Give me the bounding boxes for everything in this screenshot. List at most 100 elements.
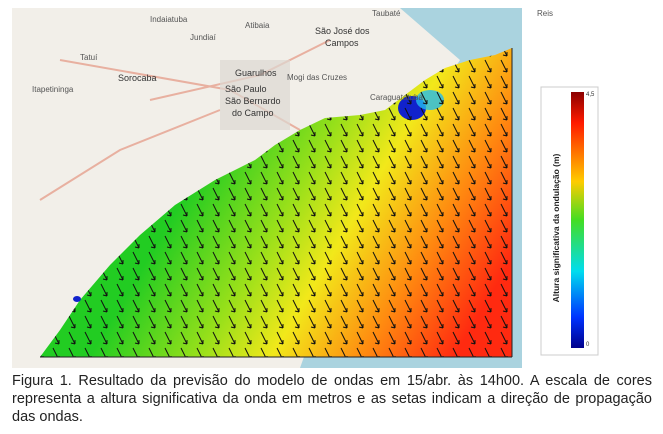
arrow — [212, 331, 220, 345]
arrow — [116, 299, 124, 313]
arrow — [292, 283, 300, 297]
arrow — [468, 139, 476, 153]
arrow — [404, 107, 412, 121]
arrow — [500, 235, 508, 249]
arrow — [292, 267, 300, 281]
arrow — [436, 187, 444, 201]
arrow — [180, 219, 188, 233]
arrow — [436, 75, 444, 89]
arrow — [340, 219, 348, 233]
arrow — [484, 331, 492, 345]
place-label: São José dos — [315, 26, 370, 36]
arrow — [436, 331, 444, 345]
arrow — [356, 139, 364, 153]
arrow — [84, 299, 92, 313]
arrow — [500, 155, 508, 169]
arrow — [468, 187, 476, 201]
arrow — [388, 203, 396, 217]
arrow — [148, 235, 156, 249]
arrow — [196, 267, 204, 281]
arrow — [452, 187, 460, 201]
arrow — [420, 219, 428, 233]
arrow — [308, 251, 316, 265]
arrow — [372, 267, 380, 281]
arrow — [420, 299, 428, 313]
arrow — [452, 203, 460, 217]
arrow — [500, 315, 508, 329]
arrow — [452, 171, 460, 185]
arrow — [404, 235, 412, 249]
map: Indaiatuba Jundiaí Atibaia Taubaté São J… — [12, 8, 599, 368]
arrow — [196, 251, 204, 265]
arrow — [244, 283, 252, 297]
arrow — [436, 315, 444, 329]
arrow — [148, 267, 156, 281]
arrow — [468, 299, 476, 313]
arrow — [356, 251, 364, 265]
arrow — [436, 267, 444, 281]
arrow — [452, 267, 460, 281]
arrow — [388, 331, 396, 345]
arrow — [228, 235, 236, 249]
arrow — [452, 283, 460, 297]
arrow — [436, 155, 444, 169]
arrow — [452, 235, 460, 249]
arrow — [84, 315, 92, 329]
arrow — [420, 251, 428, 265]
arrow — [420, 139, 428, 153]
arrow — [308, 331, 316, 345]
arrow — [436, 251, 444, 265]
arrow — [276, 267, 284, 281]
arrow — [276, 283, 284, 297]
arrow — [132, 283, 140, 297]
arrow — [100, 299, 108, 313]
arrow — [164, 331, 172, 345]
arrow — [340, 187, 348, 201]
place-label: São Bernardo — [225, 96, 281, 106]
arrow — [212, 235, 220, 249]
arrow — [260, 219, 268, 233]
arrow — [196, 203, 204, 217]
arrow — [324, 203, 332, 217]
arrow — [484, 299, 492, 313]
arrow — [324, 267, 332, 281]
arrow — [468, 219, 476, 233]
arrow — [276, 171, 284, 185]
arrow — [196, 219, 204, 233]
arrow — [388, 235, 396, 249]
arrow — [164, 283, 172, 297]
place-label: Guarulhos — [235, 68, 277, 78]
place-label: Tatuí — [80, 53, 98, 62]
arrow — [68, 315, 76, 329]
arrow — [260, 315, 268, 329]
arrow — [180, 267, 188, 281]
arrow — [260, 283, 268, 297]
arrow — [244, 331, 252, 345]
arrow — [276, 251, 284, 265]
arrow — [212, 283, 220, 297]
arrow — [452, 155, 460, 169]
arrow — [404, 331, 412, 345]
arrow — [356, 123, 364, 137]
arrow — [260, 171, 268, 185]
arrow — [340, 283, 348, 297]
arrow — [452, 251, 460, 265]
arrow — [308, 171, 316, 185]
arrow — [452, 331, 460, 345]
arrow — [404, 155, 412, 169]
arrow — [372, 331, 380, 345]
arrow — [132, 331, 140, 345]
arrow — [100, 315, 108, 329]
arrow — [132, 315, 140, 329]
arrow — [324, 219, 332, 233]
arrow — [292, 331, 300, 345]
colorbar — [571, 92, 584, 348]
arrow — [340, 251, 348, 265]
place-label: Indaiatuba — [150, 15, 188, 24]
arrow — [468, 251, 476, 265]
arrow — [500, 171, 508, 185]
arrow — [132, 267, 140, 281]
arrow — [308, 139, 316, 153]
arrow — [468, 283, 476, 297]
